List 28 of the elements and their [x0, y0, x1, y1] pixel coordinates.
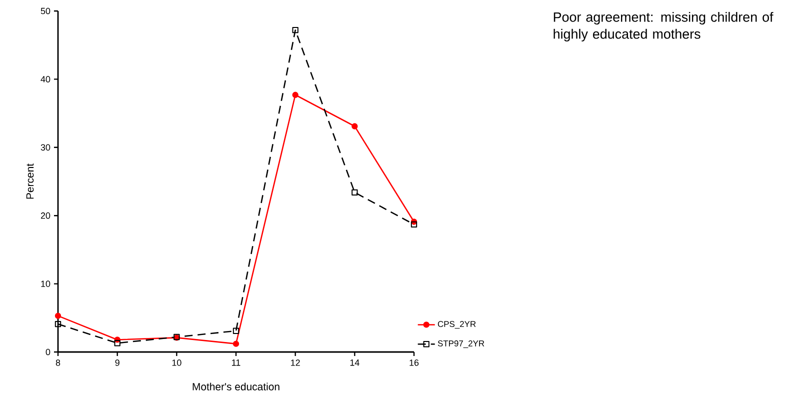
- x-axis-title: Mother's education: [192, 382, 280, 390]
- point: [352, 189, 358, 196]
- x-tick-label: 8: [56, 360, 60, 366]
- point: [54, 312, 62, 319]
- y-tick-label: 30: [40, 144, 50, 151]
- text: Poor agreement: missing children of highly educated mothers: [554, 12, 774, 42]
- point: [114, 340, 120, 346]
- point: [232, 340, 240, 347]
- point: [410, 221, 418, 228]
- point: [352, 123, 358, 130]
- y-axis-title: Percent: [26, 164, 34, 199]
- legend-label: CPS_2YR: [438, 321, 476, 329]
- y-tick-label: 50: [40, 8, 50, 14]
- y-tick-label: 20: [40, 212, 50, 219]
- legend-label: STP97_2YR: [438, 340, 484, 348]
- y-tick-label: 0: [46, 348, 50, 356]
- x-tick-label: 12: [291, 360, 300, 366]
- point: [292, 92, 298, 98]
- x-tick-label: 11: [232, 360, 240, 366]
- x-tick-label: 16: [410, 360, 419, 366]
- point: [54, 320, 62, 328]
- y-tick-label: 10: [41, 280, 50, 287]
- x-tick-label: 9: [115, 360, 120, 366]
- y-tick-label: 40: [40, 76, 50, 82]
- x-tick-label: 14: [350, 360, 360, 366]
- point: [232, 328, 240, 334]
- point: [292, 27, 298, 34]
- x-tick-label: 10: [172, 360, 182, 366]
